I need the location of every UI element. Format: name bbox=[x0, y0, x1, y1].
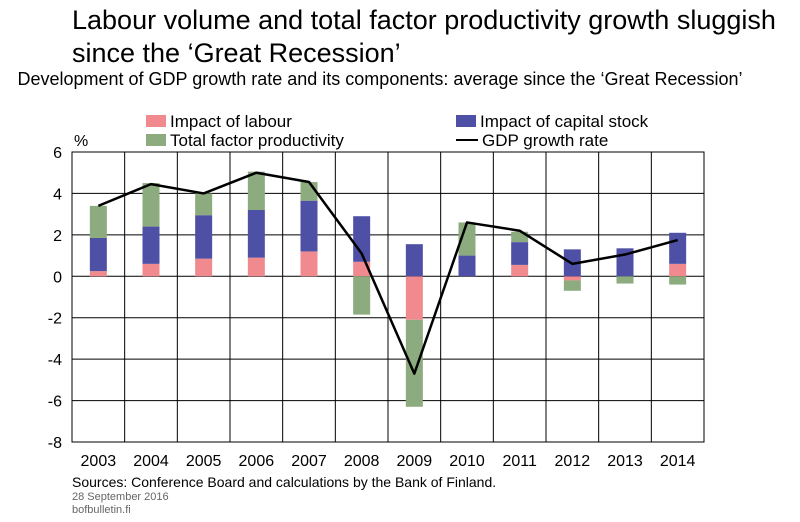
bar-impact-of-labour-2005 bbox=[195, 258, 213, 277]
bar-impact-of-labour-2003 bbox=[89, 271, 107, 277]
bar-total-factor-productivity-2010 bbox=[458, 222, 476, 256]
legend-label-capital: Impact of capital stock bbox=[480, 112, 649, 131]
y-tick-label: -8 bbox=[48, 435, 62, 452]
bar-impact-of-capital-stock-2011 bbox=[511, 242, 529, 265]
x-tick-label: 2007 bbox=[291, 453, 327, 470]
bar-total-factor-productivity-2003 bbox=[89, 205, 107, 238]
bar-impact-of-labour-2014 bbox=[669, 263, 687, 277]
bar-impact-of-capital-stock-2014 bbox=[669, 232, 687, 264]
x-tick-label: 2012 bbox=[555, 453, 591, 470]
bar-total-factor-productivity-2014 bbox=[669, 276, 687, 285]
y-tick-label: 4 bbox=[53, 186, 62, 203]
source-note: Sources: Conference Board and calculatio… bbox=[72, 474, 497, 490]
bar-impact-of-capital-stock-2008 bbox=[353, 216, 371, 262]
chart-subtitle: Development of GDP growth rate and its c… bbox=[17, 69, 743, 89]
bar-impact-of-capital-stock-2009 bbox=[405, 244, 423, 277]
bar-impact-of-capital-stock-2006 bbox=[247, 210, 265, 258]
x-tick-label: 2014 bbox=[660, 453, 696, 470]
bar-total-factor-productivity-2009 bbox=[405, 319, 423, 407]
bar-impact-of-labour-2007 bbox=[300, 251, 318, 277]
y-tick-label: -4 bbox=[48, 352, 62, 369]
publication-date: 28 September 2016 bbox=[72, 491, 169, 503]
site-name: bofbulletin.fi bbox=[72, 504, 131, 516]
bar-impact-of-labour-2012 bbox=[563, 276, 581, 281]
bar-impact-of-labour-2009 bbox=[405, 276, 423, 320]
bar-total-factor-productivity-2004 bbox=[142, 183, 160, 227]
bar-impact-of-capital-stock-2003 bbox=[89, 237, 107, 272]
x-tick-label: 2004 bbox=[133, 453, 169, 470]
x-tick-label: 2005 bbox=[186, 453, 222, 470]
bar-total-factor-productivity-2008 bbox=[353, 276, 371, 315]
x-tick-label: 2008 bbox=[344, 453, 380, 470]
legend-item-capital: Impact of capital stock bbox=[456, 112, 648, 132]
gdp-growth-line bbox=[97, 171, 678, 375]
legend-swatch-gdp bbox=[456, 138, 478, 141]
legend-label-gdp: GDP growth rate bbox=[482, 131, 609, 150]
bar-impact-of-capital-stock-2010 bbox=[458, 255, 476, 277]
chart-title: Labour volume and total factor productiv… bbox=[72, 5, 776, 68]
y-tick-label: 6 bbox=[53, 145, 62, 162]
bar-impact-of-capital-stock-2005 bbox=[195, 215, 213, 259]
x-tick-label: 2003 bbox=[81, 453, 117, 470]
legend-item-tfp: Total factor productivity bbox=[146, 131, 344, 151]
legend-label-labour: Impact of labour bbox=[170, 112, 292, 131]
bar-total-factor-productivity-2006 bbox=[247, 171, 265, 210]
x-tick-label: 2013 bbox=[607, 453, 643, 470]
bar-total-factor-productivity-2012 bbox=[563, 280, 581, 291]
y-tick-label: -6 bbox=[48, 394, 62, 411]
y-tick-label: 2 bbox=[53, 228, 62, 245]
bar-total-factor-productivity-2011 bbox=[511, 231, 529, 243]
bar-impact-of-labour-2011 bbox=[511, 264, 529, 277]
bar-total-factor-productivity-2005 bbox=[195, 193, 213, 216]
bar-impact-of-labour-2004 bbox=[142, 263, 160, 277]
bar-total-factor-productivity-2013 bbox=[616, 276, 634, 284]
legend-item-labour: Impact of labour bbox=[146, 112, 292, 132]
bar-impact-of-capital-stock-2004 bbox=[142, 226, 160, 264]
x-tick-label: 2010 bbox=[449, 453, 485, 470]
legend-swatch-labour bbox=[146, 114, 166, 127]
legend-swatch-tfp bbox=[146, 133, 166, 146]
y-tick-label: -2 bbox=[48, 311, 62, 328]
y-axis-label: % bbox=[74, 133, 89, 150]
bar-impact-of-capital-stock-2007 bbox=[300, 200, 318, 252]
x-tick-label: 2011 bbox=[502, 453, 537, 470]
plot-frame bbox=[71, 151, 705, 443]
bar-impact-of-labour-2006 bbox=[247, 257, 265, 277]
x-tick-label: 2009 bbox=[397, 453, 433, 470]
legend-item-gdp: GDP growth rate bbox=[456, 131, 608, 151]
legend-swatch-capital bbox=[456, 114, 476, 127]
x-tick-label: 2006 bbox=[239, 453, 275, 470]
y-tick-label: 0 bbox=[53, 269, 62, 286]
legend-label-tfp: Total factor productivity bbox=[170, 131, 344, 150]
legend: Impact of labour Impact of capital stock… bbox=[0, 112, 800, 152]
